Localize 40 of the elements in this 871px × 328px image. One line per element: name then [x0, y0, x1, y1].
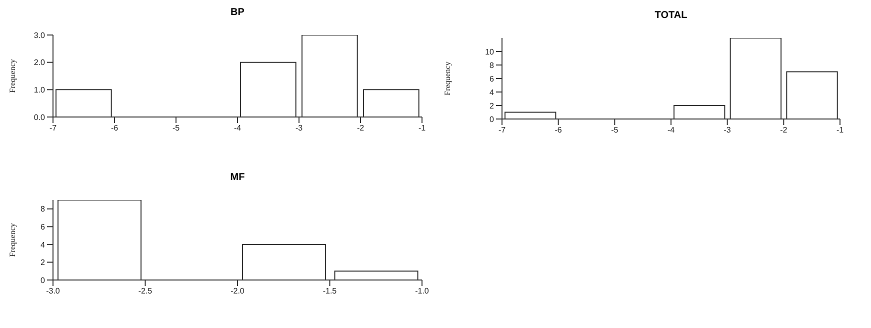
x-tick-label: -2 — [356, 124, 365, 133]
y-axis-title: Frequency — [442, 62, 452, 96]
x-tick-label: -7 — [498, 126, 506, 135]
x-tick-label: -1.5 — [322, 286, 338, 296]
x-tick-label: -2 — [780, 126, 788, 135]
y-axis-title: Frequency — [8, 59, 17, 93]
y-tick-label: 8 — [490, 60, 495, 70]
y-tick-label: 6 — [490, 74, 495, 84]
x-tick-label: -3 — [295, 124, 304, 133]
chart-title: TOTAL — [654, 10, 688, 21]
chart-title: MF — [229, 172, 246, 183]
x-tick-label: -5 — [172, 124, 180, 133]
chart-title: BP — [230, 7, 246, 18]
x-tick-label: -5 — [611, 126, 619, 135]
x-tick-label: -3 — [724, 126, 732, 135]
x-tick-label: -7 — [49, 124, 58, 133]
x-tick-label: -2.5 — [138, 286, 153, 296]
y-tick-label: 2.0 — [34, 58, 46, 68]
y-tick-label: 2 — [40, 258, 46, 268]
x-tick-label: -3.0 — [46, 286, 60, 296]
y-tick-label: 0.0 — [34, 112, 46, 122]
y-tick-label: 6 — [40, 222, 46, 232]
y-tick-label: 1.0 — [34, 86, 46, 95]
x-tick-label: -6 — [110, 124, 119, 133]
x-tick-label: -4 — [234, 124, 242, 133]
x-tick-label: -6 — [554, 126, 562, 135]
y-tick-label: 4 — [40, 240, 46, 250]
y-tick-label: 8 — [40, 204, 46, 214]
y-tick-label: 4 — [490, 88, 495, 97]
x-tick-label: -1 — [418, 124, 426, 133]
y-tick-label: 2 — [490, 101, 495, 110]
y-tick-label: 3.0 — [34, 30, 46, 40]
x-tick-label: -4 — [667, 126, 676, 135]
y-tick-label: 0 — [490, 114, 495, 124]
x-tick-label: -1 — [836, 126, 844, 135]
x-tick-label: -1.0 — [415, 286, 430, 296]
y-tick-label: 10 — [485, 47, 495, 56]
y-tick-label: 0 — [40, 276, 46, 285]
x-tick-label: -2.0 — [230, 286, 245, 296]
y-axis-title: Frequency — [8, 223, 17, 257]
